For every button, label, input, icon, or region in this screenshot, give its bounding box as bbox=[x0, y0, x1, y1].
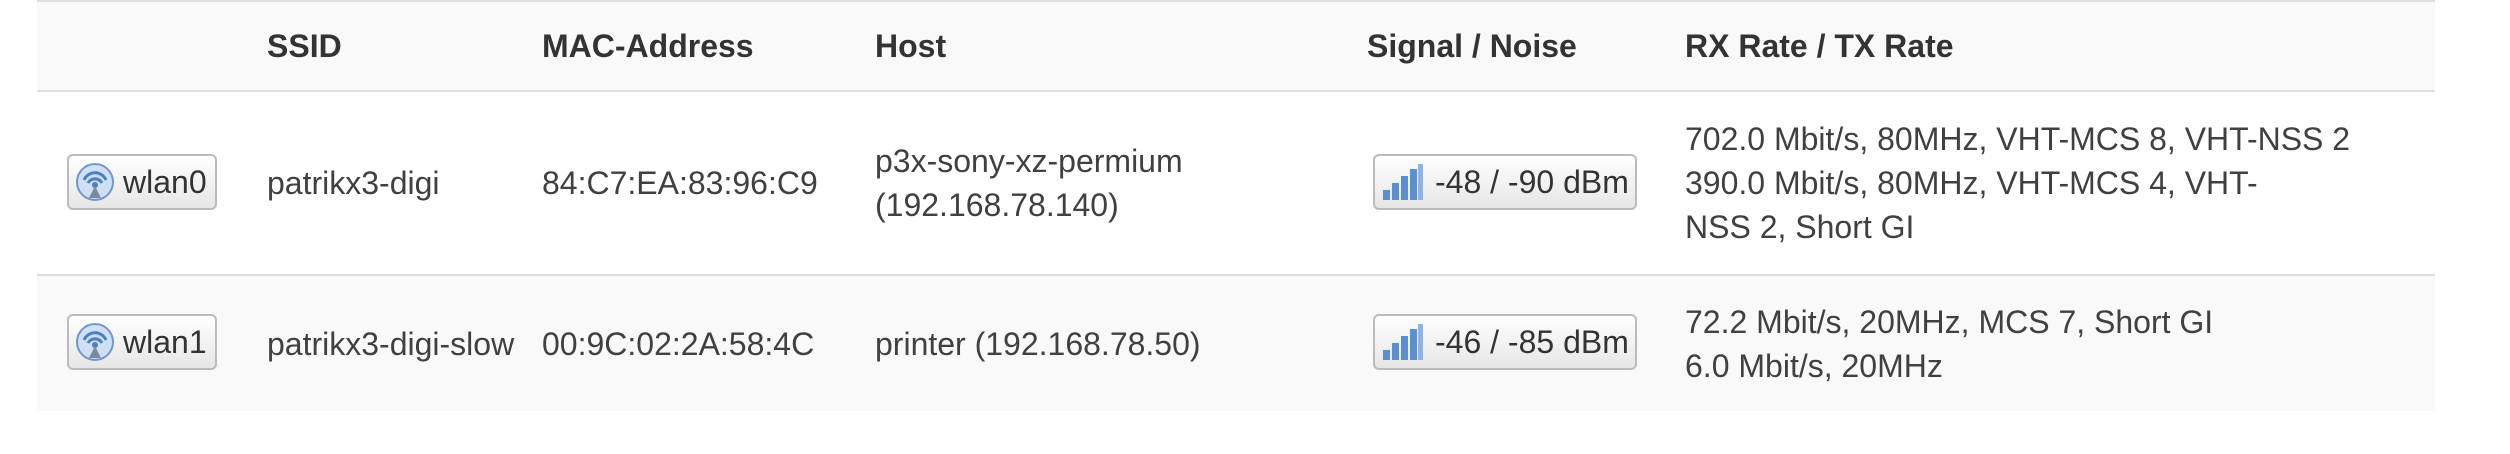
associated-stations-table: SSID MAC-Address Host Signal / Noise RX … bbox=[37, 0, 2435, 411]
rx-rate: 72.2 Mbit/s, 20MHz, MCS 7, Short GI bbox=[1685, 303, 2214, 340]
table-row: wlan0 patrikx3-digi 84:C7:EA:83:96:C9 p3… bbox=[37, 91, 2435, 275]
rate-cell: 72.2 Mbit/s, 20MHz, MCS 7, Short GI 6.0 … bbox=[1685, 275, 2435, 411]
host-cell: printer (192.168.78.50) bbox=[875, 325, 1201, 362]
signal-badge: -46 / -85 dBm bbox=[1373, 314, 1637, 370]
interface-name: wlan1 bbox=[123, 324, 207, 360]
rx-rate: 702.0 Mbit/s, 80MHz, VHT-MCS 8, VHT-NSS … bbox=[1685, 121, 2351, 157]
signal-bars-icon bbox=[1383, 324, 1423, 360]
tx-rate: 6.0 Mbit/s, 20MHz bbox=[1685, 347, 1943, 384]
wifi-antenna-icon bbox=[76, 323, 114, 361]
signal-noise-value: -48 / -90 dBm bbox=[1435, 163, 1629, 200]
header-iface bbox=[37, 1, 267, 91]
host-cell: p3x-sony-xz-permium (192.168.78.140) bbox=[875, 143, 1183, 223]
interface-badge-wlan1[interactable]: wlan1 bbox=[67, 314, 217, 370]
interface-badge-wlan0[interactable]: wlan0 bbox=[67, 153, 217, 210]
ssid-cell: patrikx3-digi-slow bbox=[267, 325, 515, 362]
signal-badge: -48 / -90 dBm bbox=[1373, 153, 1637, 210]
signal-bars-icon bbox=[1383, 163, 1423, 200]
header-rx-tx-rate: RX Rate / TX Rate bbox=[1685, 28, 1954, 64]
header-host: Host bbox=[875, 28, 947, 64]
tx-rate: 390.0 Mbit/s, 80MHz, VHT-MCS 4, VHT-NSS … bbox=[1685, 165, 2258, 245]
header-mac-address: MAC-Address bbox=[542, 28, 754, 64]
table-row: wlan1 patrikx3-digi-slow 00:9C:02:2A:58:… bbox=[37, 275, 2435, 411]
header-ssid: SSID bbox=[267, 28, 342, 64]
mac-address-cell: 84:C7:EA:83:96:C9 bbox=[542, 165, 818, 201]
table-header-row: SSID MAC-Address Host Signal / Noise RX … bbox=[37, 1, 2435, 91]
header-signal-noise: Signal / Noise bbox=[1367, 28, 1577, 64]
ssid-cell: patrikx3-digi bbox=[267, 165, 440, 201]
mac-address-cell: 00:9C:02:2A:58:4C bbox=[542, 325, 815, 362]
signal-noise-value: -46 / -85 dBm bbox=[1435, 324, 1629, 360]
interface-name: wlan0 bbox=[123, 163, 207, 200]
wifi-antenna-icon bbox=[76, 162, 114, 201]
rate-cell: 702.0 Mbit/s, 80MHz, VHT-MCS 8, VHT-NSS … bbox=[1685, 91, 2435, 275]
